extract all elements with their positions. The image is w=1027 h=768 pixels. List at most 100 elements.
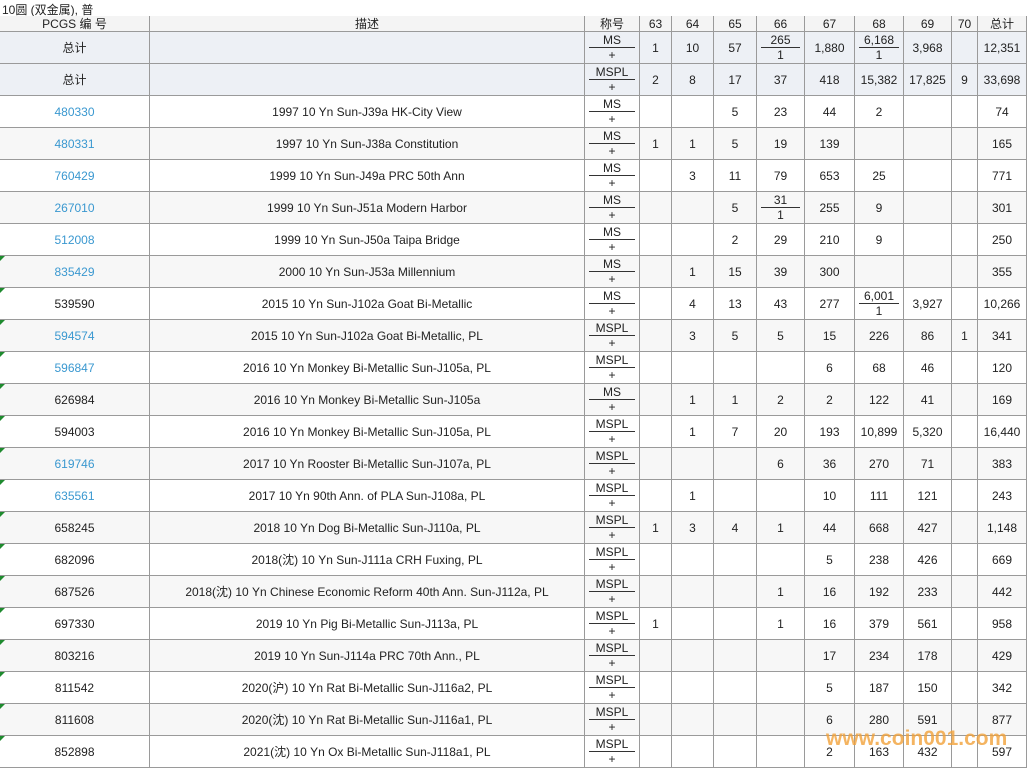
designation: MSPL +	[585, 352, 640, 384]
designation-text: MSPL	[595, 481, 629, 495]
pcgs-number[interactable]: 512008	[0, 224, 150, 256]
pcgs-number[interactable]: 835429	[0, 256, 150, 288]
designation-text: +	[608, 272, 616, 286]
grade-count: 432	[904, 736, 952, 768]
designation-text: +	[608, 624, 616, 638]
grade-count	[952, 448, 978, 480]
grade-count	[904, 256, 952, 288]
designation-text: MS	[603, 193, 621, 207]
grade-count: 79	[757, 160, 805, 192]
designation: MSPL +	[585, 416, 640, 448]
grade-count: 3	[672, 320, 714, 352]
grade-count	[640, 384, 672, 416]
grade-count: 1	[640, 32, 672, 64]
divider	[589, 303, 635, 304]
grade-count: 15	[714, 256, 757, 288]
grade-count: 68	[855, 352, 904, 384]
grade-count: 1	[672, 256, 714, 288]
grade-count	[952, 672, 978, 704]
pcgs-number[interactable]: 594574	[0, 320, 150, 352]
grade-count: 15,382	[855, 64, 904, 96]
pcgs-number: 852898	[0, 736, 150, 768]
grade-count: 17,825	[904, 64, 952, 96]
designation-text: MSPL	[595, 577, 629, 591]
designation-text: MSPL	[595, 513, 629, 527]
divider	[589, 527, 635, 528]
description: 2016 10 Yn Monkey Bi-Metallic Sun-J105a	[150, 384, 585, 416]
grade-count: 4	[714, 512, 757, 544]
designation: MS +	[585, 224, 640, 256]
grade-count: 1	[757, 576, 805, 608]
divider	[589, 79, 635, 80]
grade-count: 270	[855, 448, 904, 480]
designation-text: MSPL	[595, 353, 629, 367]
divider	[589, 495, 635, 496]
pcgs-number[interactable]: 596847	[0, 352, 150, 384]
designation-text: +	[608, 48, 616, 62]
designation-text: +	[608, 336, 616, 350]
grade-count	[640, 480, 672, 512]
row-total: 958	[978, 608, 1027, 640]
grade-count: 25	[855, 160, 904, 192]
designation: MS +	[585, 256, 640, 288]
divider	[589, 111, 635, 112]
pcgs-number[interactable]: 635561	[0, 480, 150, 512]
grade-count: 57	[714, 32, 757, 64]
grade-count	[952, 704, 978, 736]
row-total: 250	[978, 224, 1027, 256]
pcgs-number: 803216	[0, 640, 150, 672]
summary-label: 总计	[0, 64, 150, 96]
designation-text: MS	[603, 289, 621, 303]
designation-text: +	[608, 528, 616, 542]
grade-count	[672, 576, 714, 608]
description: 2020(沈) 10 Yn Rat Bi-Metallic Sun-J116a1…	[150, 704, 585, 736]
pcgs-number: 697330	[0, 608, 150, 640]
designation: MS +	[585, 192, 640, 224]
grade-count	[904, 160, 952, 192]
grade-count	[757, 640, 805, 672]
pcgs-number[interactable]: 267010	[0, 192, 150, 224]
grade-count: 36	[805, 448, 855, 480]
grade-count	[904, 96, 952, 128]
grade-count	[757, 672, 805, 704]
divider	[589, 143, 635, 144]
pcgs-number[interactable]: 480330	[0, 96, 150, 128]
grade-count: 178	[904, 640, 952, 672]
designation-text: +	[608, 208, 616, 222]
grade-count: 71	[904, 448, 952, 480]
pcgs-number[interactable]: 480331	[0, 128, 150, 160]
grade-count	[904, 192, 952, 224]
grade-count: 653	[805, 160, 855, 192]
divider	[589, 751, 635, 752]
grade-count	[952, 544, 978, 576]
grade-count: 44	[805, 512, 855, 544]
grade-count	[757, 352, 805, 384]
grade-count: 11	[714, 160, 757, 192]
grade-count: 5	[805, 544, 855, 576]
row-total: 342	[978, 672, 1027, 704]
grade-count: 9	[855, 224, 904, 256]
row-total: 771	[978, 160, 1027, 192]
pcgs-number[interactable]: 760429	[0, 160, 150, 192]
divider	[589, 47, 635, 48]
designation: MSPL +	[585, 704, 640, 736]
grade-count	[952, 736, 978, 768]
divider	[589, 239, 635, 240]
header-cell: 68	[855, 16, 904, 32]
row-total: 301	[978, 192, 1027, 224]
designation: MS +	[585, 160, 640, 192]
grade-count: 5	[757, 320, 805, 352]
grade-count	[952, 96, 978, 128]
grade-count: 3	[672, 512, 714, 544]
pcgs-number[interactable]: 619746	[0, 448, 150, 480]
grade-count	[952, 640, 978, 672]
grade-count: 3,968	[904, 32, 952, 64]
grade-count: 7	[714, 416, 757, 448]
grade-count: 255	[805, 192, 855, 224]
grade-count	[714, 448, 757, 480]
grade-count: 2	[640, 64, 672, 96]
grade-count	[640, 256, 672, 288]
designation-text: +	[608, 112, 616, 126]
grade-count: 37	[757, 64, 805, 96]
